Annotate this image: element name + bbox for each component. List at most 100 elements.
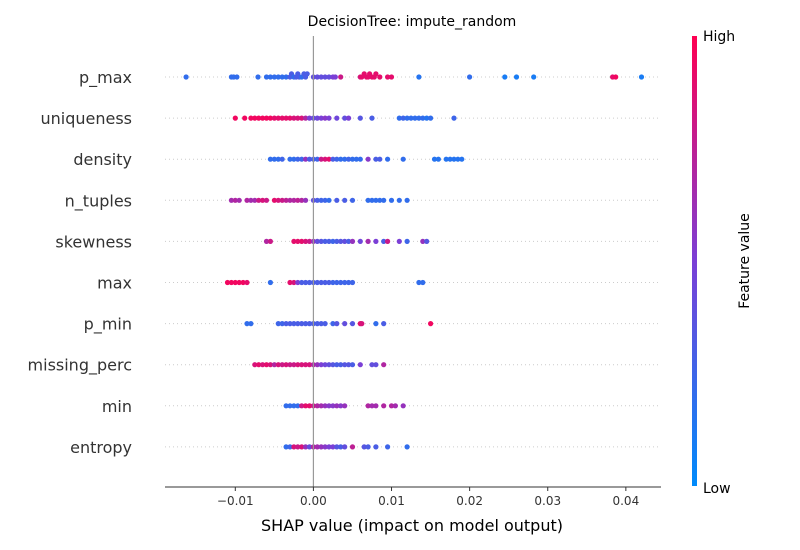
shap-point-p_min [306,321,313,327]
x-ticks: −0.01 0.00 0.01 0.02 0.03 0.04 [217,487,639,508]
shap-point-skewness [334,238,340,244]
shap-point-n_tuples [283,197,289,203]
shap-point-min [388,403,395,409]
shap-point-skewness [342,238,348,244]
shap-point-uniqueness [291,115,297,121]
shap-point-max [299,279,305,286]
feature-label-missing_perc: missing_perc [28,356,132,376]
shap-point-entropy [322,444,328,450]
shap-point-uniqueness [326,115,332,121]
shap-point-uniqueness [318,115,324,121]
shap-point-missing_perc [369,362,375,368]
shap-point-missing_perc [322,362,328,368]
shap-point-min [318,403,324,409]
shap-point-density [299,156,305,162]
shap-point-skewness [346,238,352,244]
shap-point-skewness [326,238,332,244]
shap-point-missing_perc [338,362,344,368]
x-tick-label: 0.00 [300,494,327,508]
shap-point-n_tuples [256,197,262,203]
shap-point-density [303,156,309,162]
shap-point-max [291,279,297,286]
shap-point-n_tuples [377,197,383,203]
shap-point-p_max [513,74,520,80]
shap-point-uniqueness [357,115,363,121]
shap-point-p_max [267,74,273,80]
shap-point-uniqueness [275,115,281,121]
shap-point-density [431,156,438,162]
shap-point-entropy [295,444,301,450]
shap-point-p_min [342,321,348,327]
shap-point-skewness [303,238,309,244]
shap-point-p_max [416,74,422,80]
shap-point-skewness [396,238,402,244]
shap-point-missing_perc [334,362,340,368]
shap-point-p_min [314,321,320,327]
shap-point-uniqueness [295,115,301,121]
shap-point-p_max [326,74,332,80]
shap-point-max [334,279,340,286]
shap-point-missing_perc [330,362,336,368]
shap-point-max [326,279,332,286]
shap-point-uniqueness [303,115,309,121]
shap-point-min [338,403,344,409]
shap-point-uniqueness [248,115,254,121]
feature-label-uniqueness: uniqueness [40,109,132,128]
shap-point-skewness [357,238,363,244]
shap-point-p_min [291,321,297,327]
shap-point-skewness [365,238,371,244]
shap-point-min [373,403,379,409]
shap-point-uniqueness [334,115,340,121]
shap-point-missing_perc [275,362,281,368]
shap-point-skewness [404,238,410,244]
shap-point-min [295,403,301,409]
shap-point-n_tuples [334,197,340,203]
shap-point-uniqueness [322,115,328,121]
shap-point-uniqueness [267,115,273,121]
shap-point-density [349,156,356,162]
shap-point-entropy [283,444,289,450]
shap-point-skewness [424,238,430,244]
shap-point-missing_perc [373,362,379,368]
shap-point-missing_perc [303,362,309,368]
shap-point-density [295,156,301,162]
shap-point-p_min [322,321,328,327]
shap-point-n_tuples [287,197,293,203]
shap-point-skewness [263,238,270,244]
shap-point-density [435,156,441,162]
shap-point-entropy [326,444,332,450]
shap-point-skewness [381,238,387,244]
shap-point-n_tuples [244,197,250,203]
shap-point-skewness [267,238,273,244]
shap-point-p_max [385,74,391,80]
shap-point-max [244,279,250,286]
colorbar-title: Feature value [737,213,753,309]
shap-point-entropy [338,444,344,450]
shap-point-density [291,156,297,162]
shap-point-n_tuples [248,197,254,203]
shap-point-max [232,279,238,286]
shap-point-p_max [531,74,537,80]
x-tick-label: −0.01 [217,494,254,508]
shap-point-uniqueness [408,115,414,121]
shap-point-missing_perc [271,362,277,368]
shap-point-entropy [303,444,309,450]
shap-point-n_tuples [349,197,356,203]
shap-point-min [334,403,340,409]
shap-point-skewness [299,238,305,244]
shap-point-p_max [332,74,338,80]
shap-point-density [330,156,336,162]
shap-point-p_max [271,74,277,80]
shap-point-missing_perc [263,362,270,368]
shap-point-entropy [349,444,356,450]
shap-point-missing_perc [267,362,273,368]
shap-point-density [342,156,348,162]
feature-labels: p_max uniqueness density n_tuples skewness ma… [28,68,132,457]
shap-point-density [353,156,359,162]
shap-point-p_min [318,321,324,327]
shap-point-max [342,279,348,286]
shap-point-n_tuples [303,197,309,203]
shap-point-p_min [275,321,281,327]
shap-point-uniqueness [263,115,270,121]
feature-label-p_min: p_min [84,315,132,335]
